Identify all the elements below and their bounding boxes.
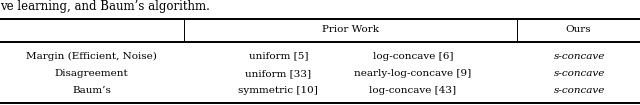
Text: Disagreement: Disagreement bbox=[54, 69, 129, 78]
Text: s-concave: s-concave bbox=[554, 86, 605, 95]
Text: Baum’s: Baum’s bbox=[72, 86, 111, 95]
Text: nearly-log-concave [9]: nearly-log-concave [9] bbox=[354, 69, 472, 78]
Text: s-concave: s-concave bbox=[554, 69, 605, 78]
Text: log-concave [6]: log-concave [6] bbox=[372, 52, 453, 61]
Text: uniform [33]: uniform [33] bbox=[245, 69, 312, 78]
Text: Prior Work: Prior Work bbox=[322, 25, 379, 34]
Text: s-concave: s-concave bbox=[554, 52, 605, 61]
Text: Ours: Ours bbox=[566, 25, 591, 34]
Text: uniform [5]: uniform [5] bbox=[249, 52, 308, 61]
Text: ve learning, and Baum’s algorithm.: ve learning, and Baum’s algorithm. bbox=[0, 0, 210, 13]
Text: symmetric [10]: symmetric [10] bbox=[239, 86, 318, 95]
Text: log-concave [43]: log-concave [43] bbox=[369, 86, 456, 95]
Text: Margin (Efficient, Noise): Margin (Efficient, Noise) bbox=[26, 52, 157, 61]
